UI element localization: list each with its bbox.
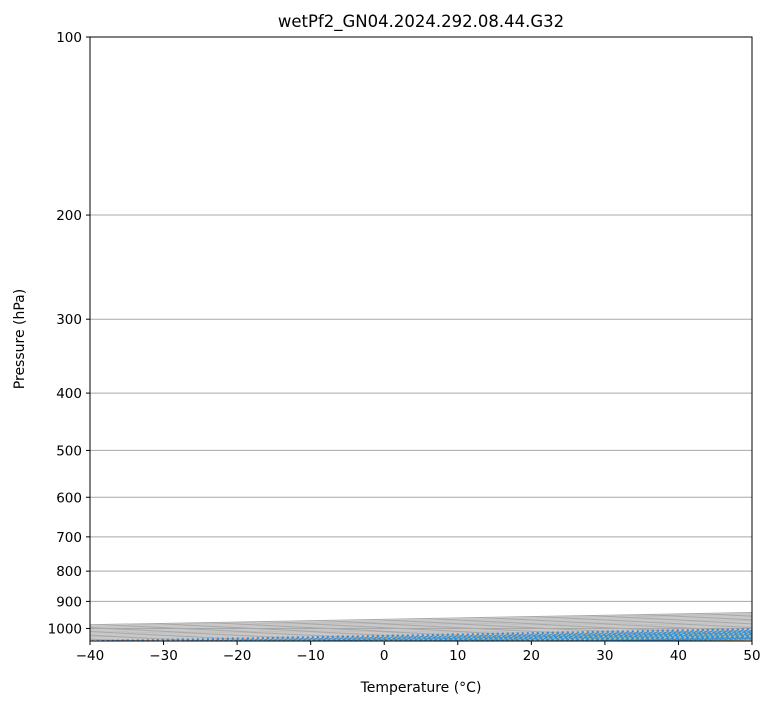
isotherm-line <box>90 626 752 641</box>
isotherm-line <box>90 616 752 630</box>
isotherm-line <box>604 637 752 641</box>
dry-adiabat-line <box>412 634 752 641</box>
isotherm-line <box>90 614 752 628</box>
mixing-ratio-line <box>218 630 752 641</box>
mixing-ratio-line <box>521 636 752 641</box>
dry-adiabat-line <box>188 629 752 641</box>
isotherm-line <box>90 618 752 633</box>
x-tick-label: 30 <box>596 648 613 664</box>
dry-adiabat-line <box>263 631 752 641</box>
x-tick-label: 50 <box>743 648 760 664</box>
x-axis-label: Temperature (°C) <box>360 680 482 696</box>
dry-adiabat-line <box>636 638 752 641</box>
x-tick-label: −40 <box>76 648 105 664</box>
y-tick-label: 400 <box>56 386 82 402</box>
y-tick-label: 800 <box>56 564 82 580</box>
moist-adiabat-line <box>384 633 752 641</box>
mixing-ratio-line <box>545 636 752 641</box>
moist-adiabat-line <box>457 634 752 641</box>
isotherm-line <box>90 622 752 637</box>
isotherm-line <box>90 621 752 635</box>
moist-adiabat-line <box>604 637 752 641</box>
moist-adiabat-line <box>273 631 752 641</box>
y-tick-label: 700 <box>56 530 82 546</box>
background-lines <box>90 37 752 641</box>
y-tick-label: 300 <box>56 312 82 328</box>
isotherm-line <box>90 612 752 626</box>
dry-adiabat-line <box>114 628 752 641</box>
mixing-ratio-line <box>466 635 752 641</box>
isotherm-line <box>678 639 752 641</box>
mixing-ratio-line <box>644 638 752 641</box>
isotherm-line <box>90 625 752 639</box>
x-tick-label: 10 <box>449 648 466 664</box>
moist-adiabat-line <box>494 635 752 641</box>
x-tick-label: −20 <box>223 648 252 664</box>
isotherm-line <box>384 633 752 641</box>
chart-title: wetPf2_GN04.2024.292.08.44.G32 <box>278 12 564 32</box>
moist-adiabat-line <box>237 630 752 641</box>
mixing-ratio-line <box>393 633 752 641</box>
y-axis-label: Pressure (hPa) <box>12 289 28 389</box>
x-tick-label: −30 <box>149 648 178 664</box>
moist-adiabat-line <box>678 639 752 641</box>
mixing-ratio-line <box>90 627 752 641</box>
isotherm-line <box>163 629 752 641</box>
moist-adiabat-line <box>420 634 752 641</box>
isotherm-line <box>751 640 752 641</box>
isotherm-line <box>457 635 752 641</box>
isotherm-line <box>90 624 752 638</box>
y-tick-label: 500 <box>56 443 82 459</box>
x-tick-label: −10 <box>296 648 325 664</box>
mixing-ratio-line <box>131 628 752 641</box>
mixing-ratio-line <box>262 631 752 641</box>
y-tick-label: 600 <box>56 490 82 506</box>
isotherm-line <box>90 620 752 634</box>
mixing-ratio-line <box>491 635 752 641</box>
isotherm-line <box>310 632 752 641</box>
mixing-ratio-line <box>364 633 752 641</box>
y-tick-label: 900 <box>56 594 82 610</box>
mixing-ratio-line <box>435 634 752 641</box>
isotherm-line <box>90 628 752 641</box>
x-tick-label: 0 <box>380 648 389 664</box>
y-axis: 100 200 300 400 500 600 700 800 900 1000 <box>48 30 90 637</box>
moist-adiabat-line <box>347 632 752 641</box>
moist-adiabat-line <box>531 636 752 641</box>
x-tick-label: 20 <box>523 648 540 664</box>
plot-frame <box>89 36 753 642</box>
isotherm-line <box>531 636 752 641</box>
dry-adiabat-line <box>337 632 752 641</box>
mixing-ratio-line <box>572 637 752 641</box>
dry-adiabat-line <box>486 635 752 641</box>
x-axis: −40 −30 −20 −10 0 10 20 30 40 50 <box>76 641 761 664</box>
y-tick-label: 100 <box>56 30 82 46</box>
y-tick-label: 200 <box>56 208 82 224</box>
mixing-ratio-line <box>325 632 752 641</box>
isotherm-line <box>90 613 752 627</box>
isotherm-line <box>90 617 752 631</box>
mixing-ratio-line <box>599 637 752 641</box>
mixing-ratio-line <box>185 629 752 641</box>
dry-adiabat-line <box>561 636 752 641</box>
dry-adiabat-line <box>710 639 752 641</box>
mixing-ratio-line <box>298 632 752 641</box>
x-tick-label: 40 <box>670 648 687 664</box>
moist-adiabat-line <box>641 638 752 641</box>
moist-adiabat-line <box>568 637 752 641</box>
isotherm-line <box>237 631 752 641</box>
y-tick-label: 1000 <box>48 621 82 637</box>
moist-adiabat-line <box>310 632 752 641</box>
